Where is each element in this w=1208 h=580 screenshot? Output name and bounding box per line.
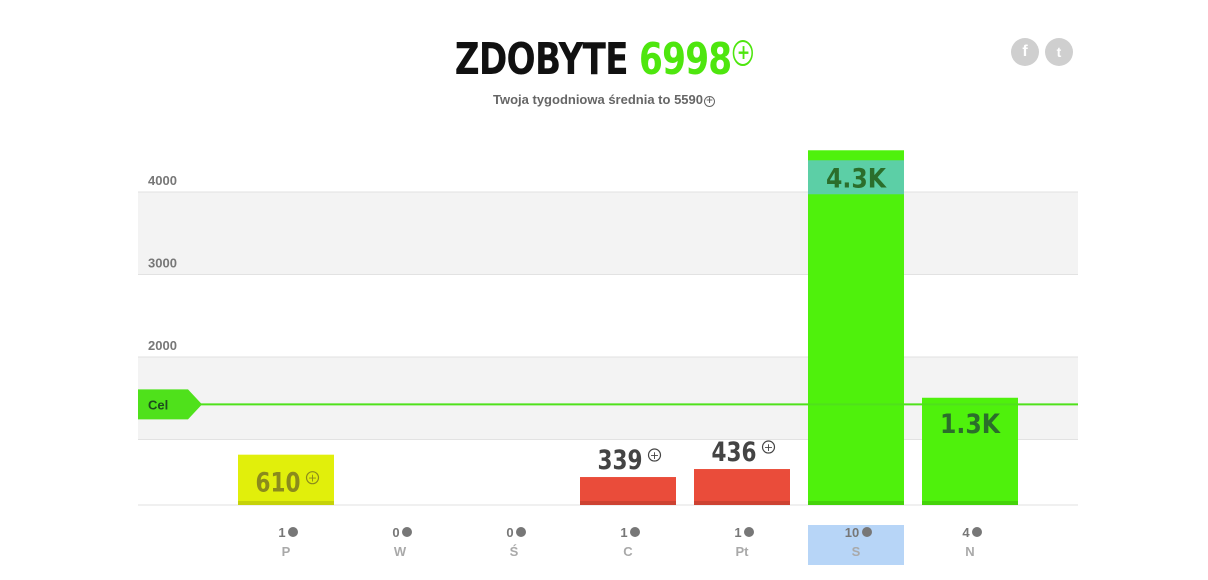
bar-value-label: 436 <box>712 437 757 468</box>
day-label-N[interactable]: N <box>965 544 974 559</box>
facebook-share-button[interactable]: f <box>1011 38 1039 66</box>
day-label-Pt[interactable]: Pt <box>736 544 750 559</box>
fuel-plus-icon: + <box>732 40 754 66</box>
session-count: 4 <box>962 525 970 540</box>
twitter-share-button[interactable]: t <box>1045 38 1073 66</box>
bar-value-label: 339 <box>598 445 643 476</box>
bar-N[interactable] <box>922 397 1018 505</box>
session-count: 0 <box>392 525 399 540</box>
fuel-plus-glyph: + <box>764 441 773 454</box>
session-count: 1 <box>278 525 285 540</box>
bar-shadow <box>580 501 676 505</box>
bar-label-band <box>808 160 904 195</box>
grid-band <box>138 357 1078 440</box>
page-subtitle: Twoja tygodniowa średnia to 5590 + <box>0 92 1208 107</box>
session-count: 1 <box>734 525 741 540</box>
day-label-W[interactable]: W <box>394 544 407 559</box>
session-icon <box>402 527 412 537</box>
fuel-plus-icon-small: + <box>703 96 715 107</box>
selected-day-highlight <box>808 525 904 565</box>
fuel-plus-icon <box>305 471 320 485</box>
goal-tag <box>138 389 202 420</box>
bar-S[interactable] <box>808 150 904 506</box>
subtitle-text: Twoja tygodniowa średnia to 5590 <box>493 92 703 107</box>
session-count: 10 <box>845 525 859 540</box>
facebook-icon: f <box>1022 43 1028 60</box>
twitter-icon: t <box>1056 44 1062 60</box>
session-count: 0 <box>506 525 513 540</box>
y-tick-label: 3000 <box>148 256 177 271</box>
grid-band <box>138 192 1078 275</box>
bar-C[interactable] <box>580 477 676 505</box>
session-icon <box>972 527 982 537</box>
bar-value-label: 610 <box>256 468 301 499</box>
bar-value-label: 4.3K <box>826 163 887 194</box>
header: ZDOBYTE 6998 + Twoja tygodniowa średnia t… <box>0 30 1208 107</box>
bar-shadow <box>808 501 904 505</box>
fuel-plus-glyph: + <box>650 449 659 462</box>
fuel-plus-icon <box>761 440 776 454</box>
session-icon <box>862 527 872 537</box>
day-label-S[interactable]: S <box>852 544 861 559</box>
y-tick-label: 2000 <box>148 338 177 353</box>
session-icon <box>630 527 640 537</box>
day-label-Ś[interactable]: Ś <box>510 544 519 559</box>
bar-value-label: 1.3K <box>940 409 1001 440</box>
page-title: ZDOBYTE 6998 + <box>133 30 1075 90</box>
y-tick-label: 4000 <box>148 173 177 188</box>
bar-shadow <box>694 501 790 505</box>
day-label-P[interactable]: P <box>282 544 291 559</box>
session-icon <box>744 527 754 537</box>
title-value: 6998 <box>639 34 732 85</box>
title-label: ZDOBYTE <box>454 34 629 85</box>
fuel-plus-icon <box>647 448 662 462</box>
bar-shadow <box>922 501 1018 505</box>
session-icon <box>288 527 298 537</box>
day-label-C[interactable]: C <box>623 544 633 559</box>
fuel-plus-glyph: + <box>308 472 317 485</box>
goal-label: Cel <box>148 397 168 412</box>
session-count: 1 <box>620 525 627 540</box>
session-icon <box>516 527 526 537</box>
bar-shadow <box>238 501 334 505</box>
bar-Pt[interactable] <box>694 469 790 505</box>
